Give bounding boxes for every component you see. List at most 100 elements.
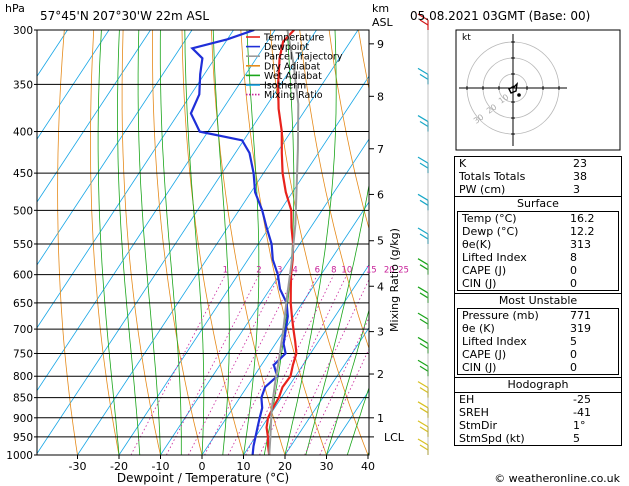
wind-barb-flag — [419, 19, 429, 26]
mixing-ratio-label: 20 — [384, 266, 395, 276]
surface-section: Surface Temp (°C) 16.2 Dewp (°C) 12.2 θe(K) 3… — [455, 196, 621, 291]
pressure-tick-label: 900 — [13, 413, 33, 425]
wind-barb-flag — [419, 407, 429, 414]
wind-barb-flag — [419, 233, 429, 240]
wet-adiabat-line — [117, 30, 141, 455]
unstable-value: 5 — [570, 335, 577, 348]
surface-row: CIN (J) 0 — [458, 277, 618, 290]
hodo-label: StmDir — [459, 419, 498, 432]
series-dewpoint — [189, 30, 289, 455]
unstable-value: 771 — [570, 309, 591, 322]
unstable-row: CIN (J) 0 — [458, 361, 618, 374]
km-label: km — [372, 2, 389, 15]
mixing-ratio-line — [285, 278, 369, 455]
surface-row: Lifted Index 8 — [458, 251, 618, 264]
surface-label: CIN (J) — [462, 277, 497, 290]
surface-value: 16.2 — [570, 212, 595, 225]
totals-totals-row: Totals Totals 38 — [459, 170, 587, 183]
isotherm-line — [37, 30, 193, 266]
wind-barb-flag — [419, 292, 429, 299]
dry-adiabat-line — [90, 30, 120, 455]
series-parcel-trajectory — [268, 30, 300, 455]
x-tick-label: 40 — [361, 460, 375, 473]
x-tick-label: -30 — [69, 460, 87, 473]
legend-item-label: Wet Adiabat — [264, 71, 322, 82]
wind-barb-flag — [417, 401, 429, 409]
unstable-row: Pressure (mb) 771 — [458, 309, 618, 322]
hodo-row: EH -25 — [455, 393, 621, 406]
x-tick-label: 20 — [278, 460, 292, 473]
pressure-tick-label: 400 — [13, 127, 33, 139]
wind-barb-flag — [419, 199, 429, 206]
credit-text: © weatheronline.co.uk — [494, 472, 620, 485]
hodo-value: 5 — [573, 432, 580, 445]
surface-row: CAPE (J) 0 — [458, 264, 618, 277]
pressure-tick-label: 750 — [13, 348, 33, 360]
unstable-row: θe (K) 319 — [458, 322, 618, 335]
isotherm-line — [37, 30, 110, 140]
hodo-row: StmSpd (kt) 5 — [455, 432, 621, 445]
pressure-tick-label: 350 — [13, 79, 33, 91]
hodograph: kt 10 20 30 — [455, 29, 621, 151]
pressure-tick-label: 600 — [13, 270, 33, 282]
dry-adiabat-line — [328, 30, 369, 231]
surface-label: θe(K) — [462, 238, 492, 251]
pressure-tick-label: 800 — [13, 371, 33, 383]
hodo-label: SREH — [459, 406, 489, 419]
pressure-tick-label: 550 — [13, 239, 33, 251]
legend-item-label: Parcel Trajectory — [264, 52, 343, 63]
surface-value: 8 — [570, 251, 577, 264]
km-tick-label: 4 — [377, 280, 384, 293]
wind-barb-flag — [419, 444, 429, 451]
mixing-ratio-label: 25 — [398, 266, 409, 276]
km-tick-label: 3 — [377, 326, 384, 339]
surface-title: Surface — [517, 197, 559, 210]
location-title: 57°45'N 207°30'W 22m ASL — [40, 9, 209, 23]
mixing-ratio-label: 3 — [277, 266, 282, 276]
isotherm-line — [37, 30, 68, 77]
isotherm-line — [37, 30, 276, 392]
wind-barb-flag — [417, 336, 429, 344]
legend-item-label: Mixing Ratio — [264, 90, 323, 101]
dry-adiabat-line — [152, 30, 203, 455]
unstable-label: Lifted Index — [462, 335, 527, 348]
most-unstable-title: Most Unstable — [498, 294, 578, 307]
plot-frame — [36, 29, 370, 456]
legend-item-label: Temperature — [263, 33, 324, 44]
surface-row: Dewp (°C) 12.2 — [458, 225, 618, 238]
unstable-row: Lifted Index 5 — [458, 335, 618, 348]
dry-adiabat-line — [57, 30, 78, 455]
km-tick-label: 9 — [377, 38, 384, 51]
hodograph-kt-label: kt — [462, 33, 471, 43]
wet-adiabat-line — [346, 386, 369, 455]
isotherm-line — [77, 30, 359, 455]
surface-value: 0 — [570, 277, 577, 290]
hodo-label: EH — [459, 393, 475, 406]
hodograph-title: Hodograph — [507, 378, 569, 391]
unstable-label: Pressure (mb) — [462, 309, 539, 322]
unstable-value: 0 — [570, 348, 577, 361]
mixing-ratio-label: 15 — [366, 266, 377, 276]
pressure-tick-label: 700 — [13, 324, 33, 336]
wind-barb-flag — [419, 342, 429, 349]
surface-box: Temp (°C) 16.2 Dewp (°C) 12.2 θe(K) 313 Lifted… — [457, 211, 619, 291]
wind-barb-flag — [417, 312, 429, 320]
wind-barb-flag — [417, 115, 429, 123]
unstable-label: CAPE (J) — [462, 348, 507, 361]
mixing-ratio-label: 2 — [256, 266, 261, 276]
wind-barb-flag — [417, 13, 429, 21]
pressure-tick-label: 500 — [13, 205, 33, 217]
unstable-row: CAPE (J) 0 — [458, 348, 618, 361]
isotherm-line — [118, 75, 369, 455]
pw-row: PW (cm) 3 — [459, 183, 580, 196]
pressure-tick-label: 300 — [13, 25, 33, 37]
pressure-tick-label: 950 — [13, 432, 33, 444]
surface-value: 313 — [570, 238, 591, 251]
wind-barb-flag — [419, 162, 429, 169]
wind-barb-flag — [417, 438, 429, 446]
x-tick-label: 10 — [237, 460, 251, 473]
km-tick-label: 5 — [377, 235, 384, 248]
isotherm-line — [243, 264, 369, 455]
wind-barb-flag — [419, 73, 429, 80]
